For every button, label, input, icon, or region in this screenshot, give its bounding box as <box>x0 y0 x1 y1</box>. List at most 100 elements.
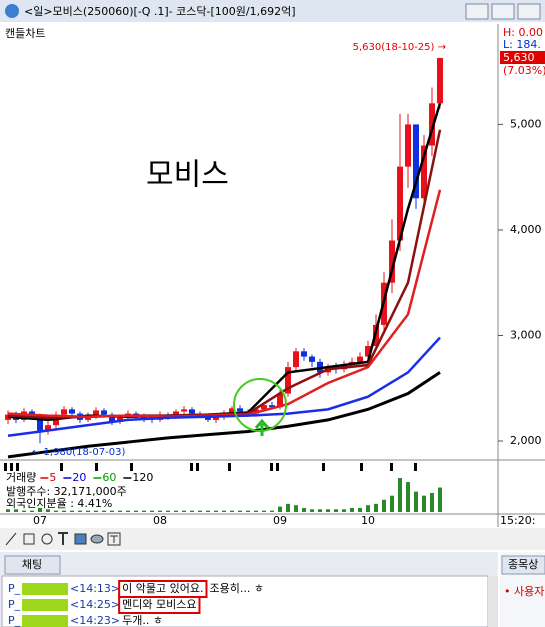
chart-label: 캔들차트 <box>5 27 45 40</box>
moving-average <box>7 336 441 437</box>
candle-body <box>269 405 275 408</box>
candle-body <box>285 367 291 394</box>
candle-body <box>93 410 99 416</box>
legend-entry: 5 <box>49 471 56 484</box>
textbox-tool[interactable] <box>107 532 121 546</box>
chat-time: <14:13> <box>70 582 120 595</box>
volume-bar <box>38 507 42 512</box>
chat-user: P_ <box>8 614 21 627</box>
candle-body <box>421 145 427 199</box>
candle-body <box>389 240 395 283</box>
moving-average <box>7 102 442 422</box>
x-tick-label: 10 <box>361 514 375 527</box>
scrollbar[interactable] <box>488 576 498 627</box>
side-tab[interactable] <box>501 555 545 575</box>
close-button[interactable] <box>517 3 541 20</box>
legend-entry: 60 <box>102 471 116 484</box>
chat-message: 멘디와 모비스요 <box>122 598 196 611</box>
volume-bar <box>286 503 290 512</box>
textbox-glyph <box>110 535 118 543</box>
volume-bar <box>270 510 274 512</box>
volume-bar <box>310 509 314 512</box>
candle-body <box>277 393 283 408</box>
candle-body <box>181 409 187 412</box>
volume-bar <box>94 510 98 512</box>
y-tick-label: 2,000 <box>510 434 542 447</box>
volume-bar <box>422 495 426 512</box>
window-title: <일>모비스(250060)[-Q .1]- 코스닥-[100원/1,692억] <box>24 4 296 18</box>
volume-bar <box>390 495 394 512</box>
price-change: (7.03%) <box>503 64 545 77</box>
volume-bar <box>22 510 26 512</box>
line-tool[interactable] <box>5 532 17 546</box>
candle-body <box>261 405 267 410</box>
ellipse-tool[interactable] <box>90 534 104 544</box>
signal <box>414 463 417 471</box>
overlay-text: 모비스 <box>146 158 229 193</box>
chat-user: P_ <box>8 598 21 611</box>
volume-bar <box>366 505 370 512</box>
signal <box>390 463 393 471</box>
signal <box>16 463 19 471</box>
candle-body <box>173 411 179 417</box>
moving-average <box>7 189 442 418</box>
volume-bar <box>86 510 90 512</box>
volume-bar <box>294 505 298 512</box>
volume-bar <box>150 510 154 512</box>
volume-bar <box>238 510 242 512</box>
candle-body <box>437 57 443 104</box>
candle-body <box>69 409 75 414</box>
chat-message-tail: 조용히... ㅎ <box>209 581 263 595</box>
volume-bar <box>438 487 442 512</box>
signal <box>4 463 7 471</box>
volume-bar <box>182 510 186 512</box>
volume-bar <box>30 510 34 512</box>
candle-body <box>229 408 235 413</box>
fill-tool[interactable] <box>74 533 87 545</box>
maximize-button[interactable] <box>491 3 515 20</box>
signal <box>196 463 199 471</box>
last-price-box <box>500 51 545 64</box>
signal <box>10 463 13 471</box>
volume-bar <box>78 510 82 512</box>
signal <box>276 463 279 471</box>
rect-tool[interactable] <box>23 533 35 545</box>
volume-bar <box>382 499 386 512</box>
candle-body <box>189 409 195 414</box>
low-annotation: ← 1,980(18-07-03) <box>32 447 125 458</box>
chat-tab-label: 채팅 <box>22 558 42 571</box>
candle-body <box>357 356 363 362</box>
candle-body <box>397 166 403 241</box>
price-high: H: 0.00 <box>503 26 543 39</box>
text-tool[interactable] <box>58 532 68 545</box>
title-bar <box>0 0 545 22</box>
y-tick-label: 4,000 <box>510 223 542 236</box>
volume-bar <box>70 510 74 512</box>
candle-body <box>301 351 307 357</box>
chat-time: <14:23> <box>70 614 120 627</box>
candle-body <box>109 414 115 423</box>
volume-bar <box>102 510 106 512</box>
masked-name <box>22 615 68 627</box>
y-tick-label: 3,000 <box>510 328 542 341</box>
volume-bar <box>222 510 226 512</box>
volume-bar <box>62 510 66 512</box>
minimize-button[interactable] <box>465 3 489 20</box>
app-icon <box>5 4 19 18</box>
circle-tool[interactable] <box>41 533 53 545</box>
volume-bar <box>54 510 58 512</box>
volume-bar <box>134 510 138 512</box>
highlight-box <box>118 596 201 614</box>
volume-bar <box>278 506 282 512</box>
volume-bar <box>190 510 194 512</box>
chat-message: 두개.. ㅎ <box>122 614 163 627</box>
volume-bar <box>14 509 18 512</box>
volume-bar <box>46 509 50 512</box>
volume-bar <box>398 478 402 512</box>
chat-tab[interactable] <box>4 555 61 575</box>
volume-bar <box>374 503 378 512</box>
moving-average <box>7 371 441 459</box>
volume-bar <box>318 509 322 512</box>
